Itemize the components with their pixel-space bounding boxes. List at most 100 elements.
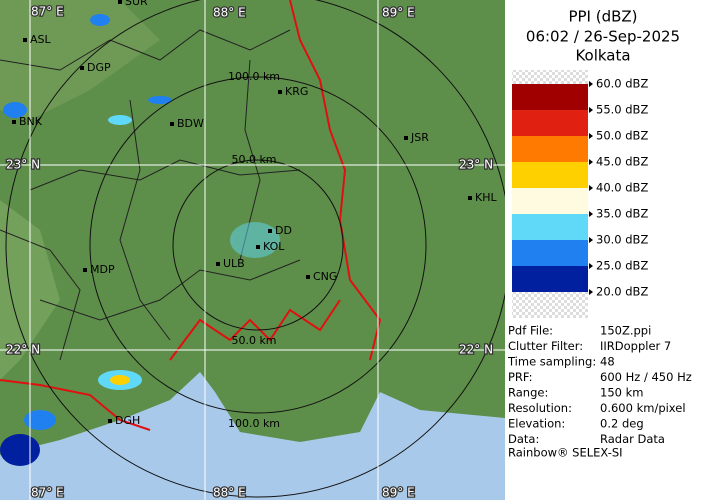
info-value: 150Z.ppi [600,324,651,338]
info-table: Pdf File: 150Z.ppi Clutter Filter: IIRDoppl… [507,324,692,447]
info-value: 150 km [600,386,643,400]
grid-label: 87° E [31,5,64,19]
scale-band [512,240,588,266]
city-dot [170,122,174,126]
scale-band [512,84,588,110]
city-label: ULB [223,257,245,270]
scale-label: 55.0 dBZ [596,103,648,117]
grid-label: 87° E [31,486,64,500]
grid-label: 23° N [6,158,40,172]
grid-label: 22° N [459,343,493,357]
city-label: DD [275,224,292,237]
info-value: 0.2 deg [600,417,644,431]
scale-label: 25.0 dBZ [596,259,648,273]
scale-tick [589,263,593,269]
city-label: BDW [177,117,204,130]
scale-band [512,70,588,84]
info-value: 48 [600,355,615,369]
grid-label: 23° N [459,158,493,172]
scale-tick [589,185,593,191]
grid-label: 88° E [213,6,246,20]
city-dot [278,90,282,94]
city-dot [83,268,87,272]
range-label: 50.0 km [231,334,276,347]
scale-label: 35.0 dBZ [596,207,648,221]
city-dot [108,419,112,423]
scale-label: 20.0 dBZ [596,285,648,299]
city-dot [216,262,220,266]
city-label: ASL [30,33,52,46]
city-label: DGP [87,61,111,74]
info-value: Radar Data [600,432,665,446]
scale-tick [589,107,593,113]
scale-band [512,266,588,292]
map: SUR ASL DGP BNK BDW KRG JSR KHL DD KOL ULB CNG MDP DG… [0,0,505,500]
info-key: Elevation: [508,417,565,431]
city-dot [256,245,260,249]
scale-tick [589,289,593,295]
scale-band [512,214,588,240]
city-label: KOL [263,240,285,253]
terrain-high [0,0,160,120]
city-dot [118,0,122,4]
timestamp: 06:02 / 26-Sep-2025 [526,28,680,46]
range-label: 100.0 km [228,70,280,83]
range-label: 50.0 km [231,153,276,166]
city-dot [12,120,16,124]
city-label: JSR [410,131,429,144]
city-label: KRG [285,85,308,98]
city-label: BNK [19,115,43,128]
city-dot [80,66,84,70]
info-key: Clutter Filter: [508,339,583,353]
info-value: 600 Hz / 450 Hz [600,370,692,384]
city-label: KHL [475,191,497,204]
city-dot [306,275,310,279]
footer: Rainbow® SELEX-SI [508,446,623,460]
scale-tick [589,159,593,165]
scale-tick [589,211,593,217]
info-key: Pdf File: [508,324,553,338]
scale-band [512,292,588,318]
scale-label: 60.0 dBZ [596,77,648,91]
grid-label: 88° E [213,486,246,500]
color-scale: 60.0 dBZ 55.0 dBZ 50.0 dBZ 45.0 dBZ 40.0 dBZ… [512,77,648,318]
graticule [0,0,505,500]
city-label: CNG [313,270,337,283]
scale-label: 40.0 dBZ [596,181,648,195]
scale-label: 30.0 dBZ [596,233,648,247]
info-key: Resolution: [508,401,572,415]
range-label: 100.0 km [228,417,280,430]
info-key: Data: [508,432,539,446]
sea [0,372,505,500]
info-value: IIRDoppler 7 [600,339,671,353]
grid-label: 89° E [382,486,415,500]
scale-tick [589,237,593,243]
city-label: DGH [115,414,140,427]
info-key: PRF: [508,370,533,384]
scale-band [512,188,588,214]
info-key: Range: [508,386,548,400]
scale-tick [589,81,593,87]
scale-band [512,136,588,162]
scale-band [512,162,588,188]
scale-band [512,110,588,136]
city-label: MDP [90,263,115,276]
scale-label: 50.0 dBZ [596,129,648,143]
city-dot [268,229,272,233]
district-borders [0,29,301,361]
info-key: Time sampling: [507,355,596,369]
panel-title: PPI (dBZ) [568,8,637,26]
grid-label: 22° N [6,343,40,357]
map-labels: SUR ASL DGP BNK BDW KRG JSR KHL DD KOL ULB CNG MDP DG… [5,0,497,500]
site: Kolkata [575,47,630,65]
city-label: SUR [125,0,148,8]
range-rings [5,0,505,498]
info-value: 0.600 km/pixel [600,401,686,415]
city-dot [23,38,27,42]
city-dot [404,136,408,140]
city-dot [468,196,472,200]
grid-label: 89° E [382,6,415,20]
scale-tick [589,133,593,139]
scale-label: 45.0 dBZ [596,155,648,169]
